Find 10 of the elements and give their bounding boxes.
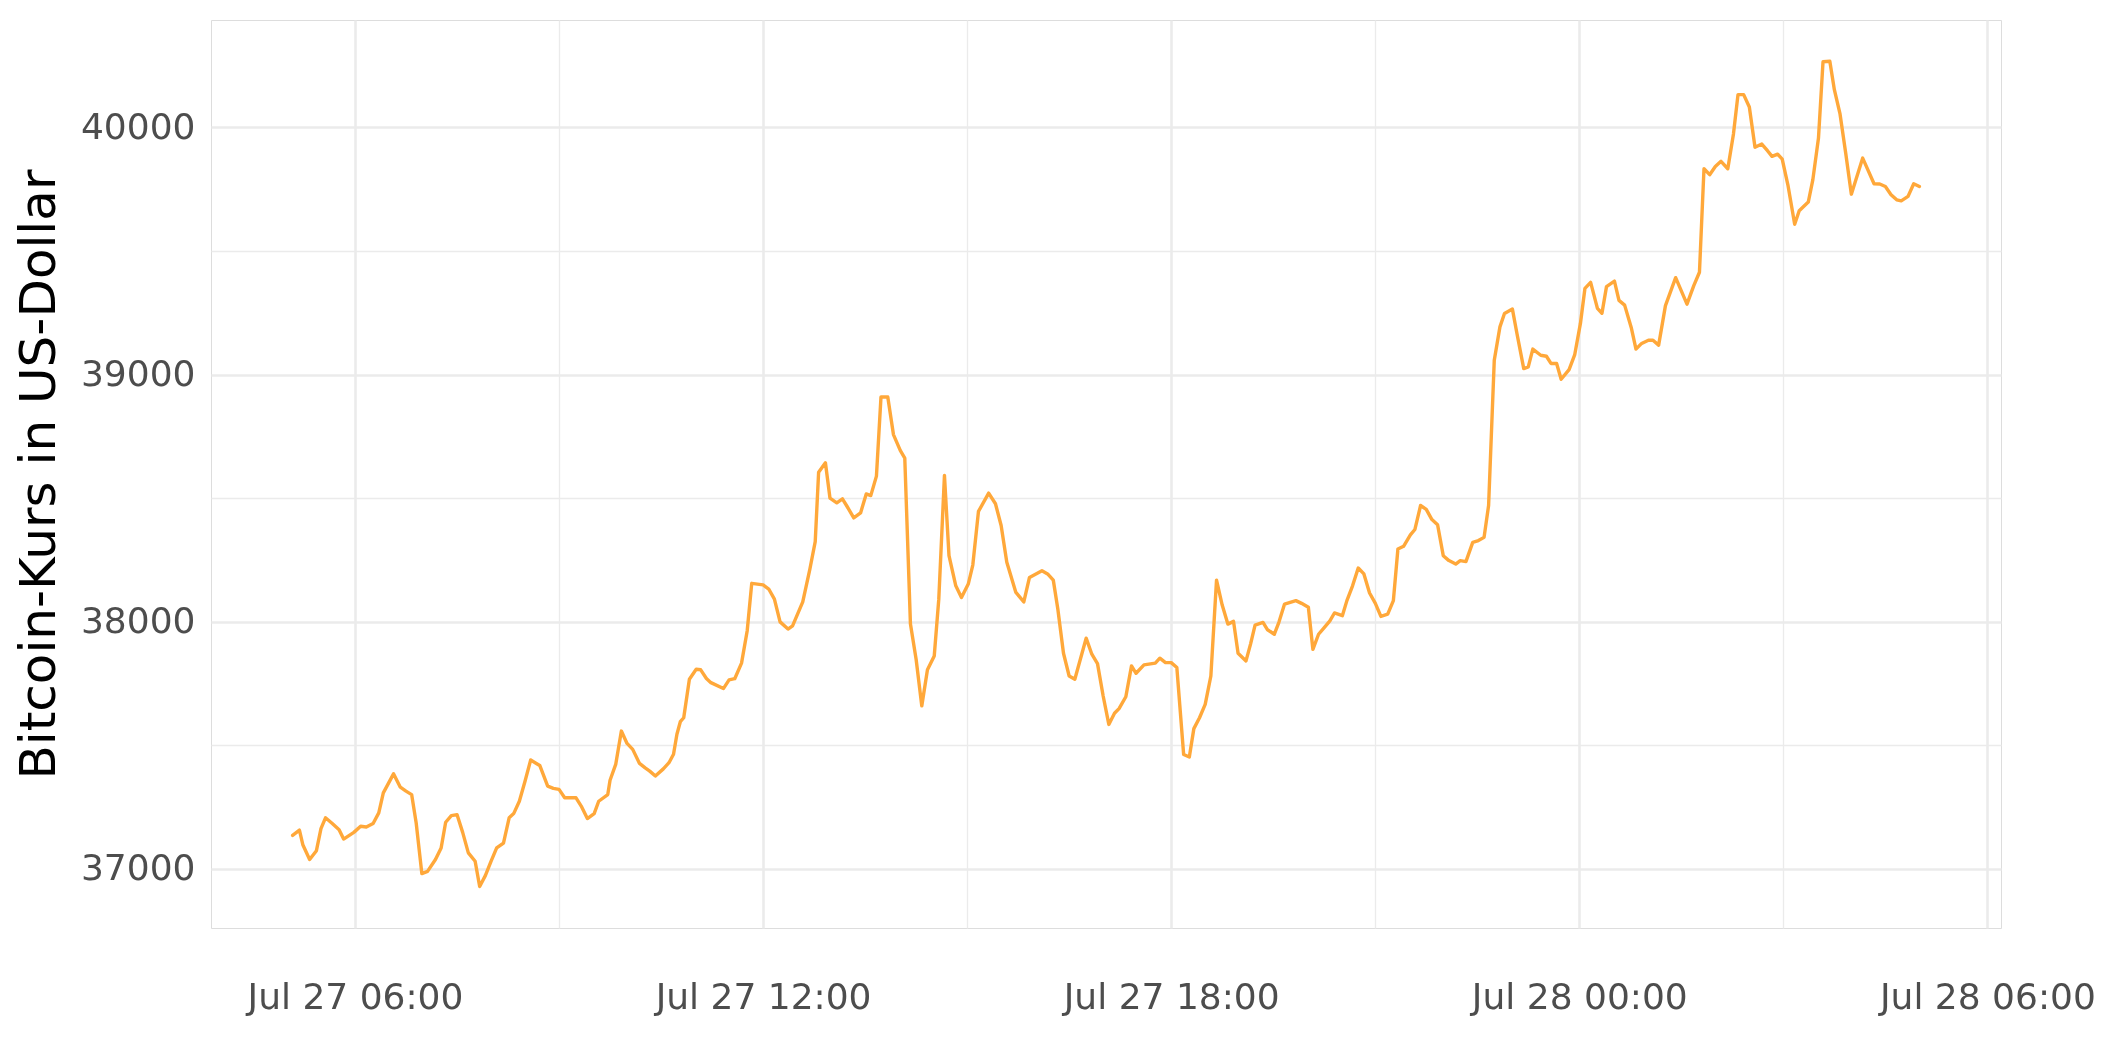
x-tick-label: Jul 27 12:00 bbox=[653, 975, 872, 1017]
y-tick-label: 40000 bbox=[80, 105, 196, 147]
y-tick-label: 38000 bbox=[80, 600, 196, 642]
y-tick-label: 37000 bbox=[80, 847, 196, 889]
x-tick-label: Jul 27 18:00 bbox=[1061, 975, 1280, 1017]
y-axis-title: Bitcoin-Kurs in US-Dollar bbox=[8, 169, 67, 780]
x-tick-label: Jul 27 06:00 bbox=[245, 975, 464, 1017]
x-tick-label: Jul 28 06:00 bbox=[1877, 975, 2096, 1017]
y-tick-label: 39000 bbox=[80, 353, 196, 395]
x-tick-label: Jul 28 00:00 bbox=[1469, 975, 1688, 1017]
